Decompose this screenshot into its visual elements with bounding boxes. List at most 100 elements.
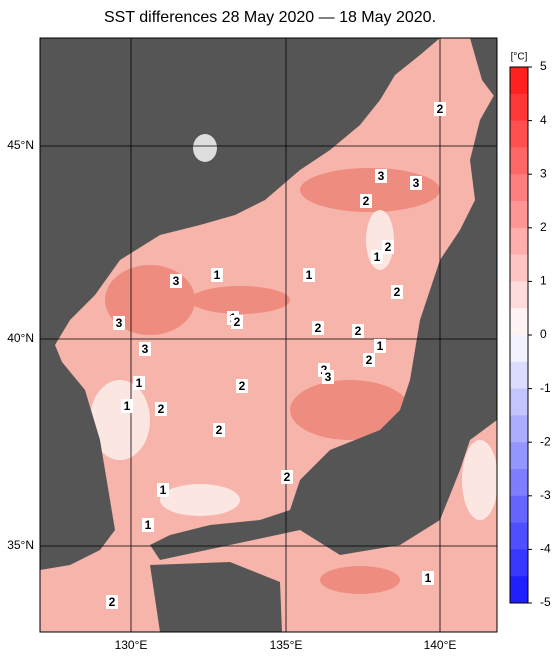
lat-label: 40°N xyxy=(7,331,34,345)
colorbar-tick-label: -1 xyxy=(540,381,551,395)
colorbar-tick-label: -4 xyxy=(540,542,551,556)
contour-label: 3 xyxy=(142,342,149,356)
contour-label-box xyxy=(303,268,315,282)
contour-label-box xyxy=(375,169,387,183)
colorbar: 5 4 3 2 1 0 -1 -2 -3 -4 -5 xyxy=(509,59,551,609)
contour-label-box xyxy=(322,370,334,384)
contour-label-box xyxy=(363,353,375,367)
contour-label-box xyxy=(371,250,383,264)
contour-label: 3 xyxy=(116,316,123,330)
colorbar-unit: [°C] xyxy=(511,52,528,63)
colorbar-tick-label: -2 xyxy=(540,434,551,448)
contour-label: 2 xyxy=(363,194,370,208)
colorbar-step xyxy=(510,495,528,524)
contour-label: 3 xyxy=(378,169,385,183)
contour-label: 2 xyxy=(366,353,373,367)
contour-label: 1 xyxy=(160,483,167,497)
contour-label-box xyxy=(113,316,125,330)
contour-label: 2 xyxy=(284,470,291,484)
contour-label: 3 xyxy=(173,274,180,288)
contour-label-box xyxy=(211,268,223,282)
contour-label: 1 xyxy=(124,399,131,413)
colorbar-step xyxy=(510,201,528,229)
contour-label-box xyxy=(121,399,133,413)
contour-label: 2 xyxy=(234,315,241,329)
lon-label: 135°E xyxy=(270,638,303,652)
contour-label-box xyxy=(157,483,169,497)
colorbar-tick-label: 1 xyxy=(540,274,547,288)
contour-label-box xyxy=(213,423,225,437)
contour-label: 3 xyxy=(325,370,332,384)
contour-label-box xyxy=(281,470,293,484)
colorbar-step xyxy=(510,549,528,577)
lon-label: 130°E xyxy=(115,638,148,652)
contour-label-box xyxy=(382,240,394,254)
colorbar-step xyxy=(510,522,528,550)
contour-label-box xyxy=(410,176,422,190)
contour-label: 1 xyxy=(214,268,221,282)
contour-label-box xyxy=(374,339,386,353)
contour-label-box xyxy=(231,315,243,329)
colorbar-step xyxy=(510,335,528,363)
contour-label: 1 xyxy=(306,268,313,282)
contour-label-box xyxy=(360,194,372,208)
colorbar-step xyxy=(510,576,528,604)
contour-label-box xyxy=(312,321,324,335)
colorbar-tick-label: 2 xyxy=(540,220,547,234)
contour-label: 2 xyxy=(158,402,165,416)
colorbar-step xyxy=(510,93,528,122)
contour-label-box xyxy=(133,376,145,390)
colorbar-step xyxy=(510,147,528,175)
title: SST differences 28 May 2020 — 18 May 202… xyxy=(104,9,436,26)
colorbar-step xyxy=(510,415,528,443)
colorbar-step xyxy=(510,308,528,336)
contour-label-box xyxy=(155,402,167,416)
contour-label: 1 xyxy=(145,518,152,532)
island xyxy=(193,134,217,162)
colorbar-step xyxy=(510,281,528,309)
contour-label-box xyxy=(139,342,151,356)
colorbar-tick-label: -3 xyxy=(540,488,551,502)
contour-label: 1 xyxy=(136,376,143,390)
lat-label: 35°N xyxy=(7,538,34,552)
contour-label-box xyxy=(391,285,403,299)
contour-label-box xyxy=(352,324,364,338)
lon-label: 140°E xyxy=(424,638,457,652)
contour-label-box xyxy=(422,571,434,585)
contour-label-box xyxy=(170,274,182,288)
contour-label: 2 xyxy=(109,595,116,609)
contour-label: 1 xyxy=(377,339,384,353)
colorbar-step xyxy=(510,254,528,282)
map: 332221311231222132231212221112 xyxy=(40,38,497,632)
contour-label: 2 xyxy=(239,379,246,393)
contour-label: 1 xyxy=(374,250,381,264)
colorbar-step xyxy=(510,469,528,497)
graticule xyxy=(40,38,497,632)
colorbar-tick-label: 3 xyxy=(540,166,547,180)
colorbar-step xyxy=(510,174,528,202)
colorbar-tick-label: 0 xyxy=(540,327,547,341)
colorbar-step xyxy=(510,67,528,95)
colorbar-step xyxy=(510,361,528,390)
lat-label: 45°N xyxy=(7,138,34,152)
contour-label-box xyxy=(106,595,118,609)
map-frame xyxy=(39,37,498,633)
colorbar-tick-label: -5 xyxy=(540,595,551,609)
contour-label: 1 xyxy=(425,571,432,585)
land xyxy=(40,38,497,632)
contour-label: 2 xyxy=(355,324,362,338)
contour-label-box xyxy=(236,379,248,393)
contour-label-box xyxy=(434,102,446,116)
contour-label: 2 xyxy=(385,240,392,254)
colorbar-tick-label: 4 xyxy=(540,113,547,127)
contour-label-box xyxy=(142,518,154,532)
contour-label: 2 xyxy=(437,102,444,116)
contour-label: 2 xyxy=(315,321,322,335)
colorbar-step xyxy=(510,442,528,470)
colorbar-step xyxy=(510,227,528,256)
cool-patches xyxy=(90,210,497,520)
contour-label: 3 xyxy=(413,176,420,190)
contour-label: 2 xyxy=(394,285,401,299)
colorbar-step xyxy=(510,120,528,148)
